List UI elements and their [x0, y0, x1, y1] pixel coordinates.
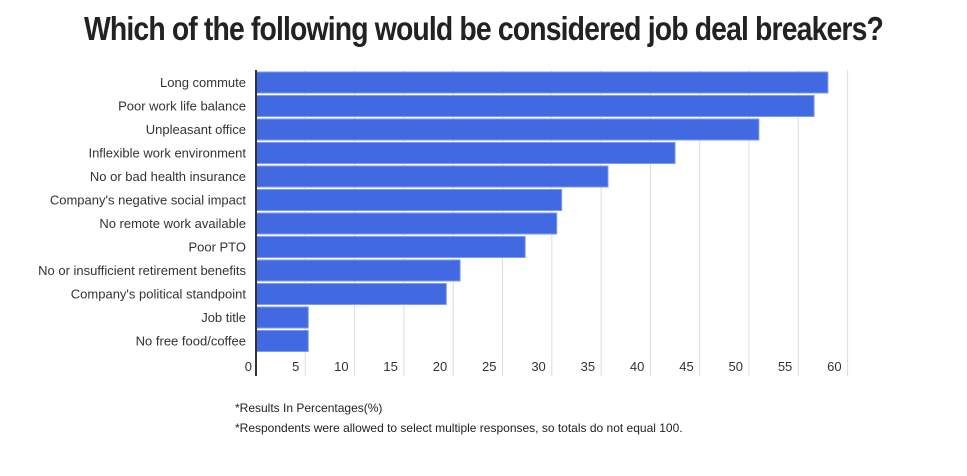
- bar: [255, 71, 829, 94]
- x-tick-label: 35: [581, 359, 595, 374]
- x-tick-label: 40: [630, 359, 644, 374]
- category-label: Job title: [201, 310, 246, 325]
- bar: [255, 118, 760, 141]
- bar: [255, 142, 676, 164]
- x-tick-label: 55: [778, 359, 792, 374]
- x-tick-label: 25: [482, 359, 496, 374]
- x-tick-label: 50: [729, 359, 743, 374]
- chart-title: Which of the following would be consider…: [83, 10, 884, 47]
- category-label: Long commute: [160, 75, 246, 90]
- category-label: Company's negative social impact: [50, 193, 247, 208]
- footnote-multiple-responses: *Respondents were allowed to select mult…: [235, 421, 683, 435]
- x-tick-label: 30: [531, 359, 545, 374]
- bar: [255, 95, 815, 117]
- category-label: No remote work available: [99, 216, 246, 231]
- bar: [255, 306, 309, 329]
- category-label: Inflexible work environment: [88, 146, 246, 161]
- category-label: No or bad health insurance: [90, 169, 246, 184]
- category-label: Poor PTO: [188, 240, 246, 255]
- bar-chart: 0 5 10 15 20 25 30 35 40 45 50 55 60 Long commute Poor…: [38, 70, 849, 376]
- bar: [255, 259, 461, 282]
- category-label: Poor work life balance: [118, 99, 246, 114]
- x-tick-label: 5: [292, 359, 299, 374]
- category-label: Company's political standpoint: [71, 287, 247, 302]
- bar: [255, 189, 563, 211]
- bar: [255, 330, 309, 352]
- category-label: No free food/coffee: [136, 334, 246, 349]
- x-tick-label: 0: [245, 359, 252, 374]
- x-tick-label: 10: [334, 359, 348, 374]
- footnote-percentages: *Results In Percentages(%): [235, 401, 383, 415]
- bar: [255, 212, 558, 235]
- bar: [255, 236, 526, 258]
- x-tick-label: 60: [827, 359, 841, 374]
- category-label: Unpleasant office: [146, 122, 246, 137]
- x-tick-label: 15: [383, 359, 397, 374]
- x-tick-label: 20: [433, 359, 447, 374]
- x-tick-label: 45: [679, 359, 693, 374]
- bar: [255, 165, 609, 188]
- bar: [255, 283, 447, 305]
- category-label: No or insufficient retirement benefits: [38, 263, 246, 278]
